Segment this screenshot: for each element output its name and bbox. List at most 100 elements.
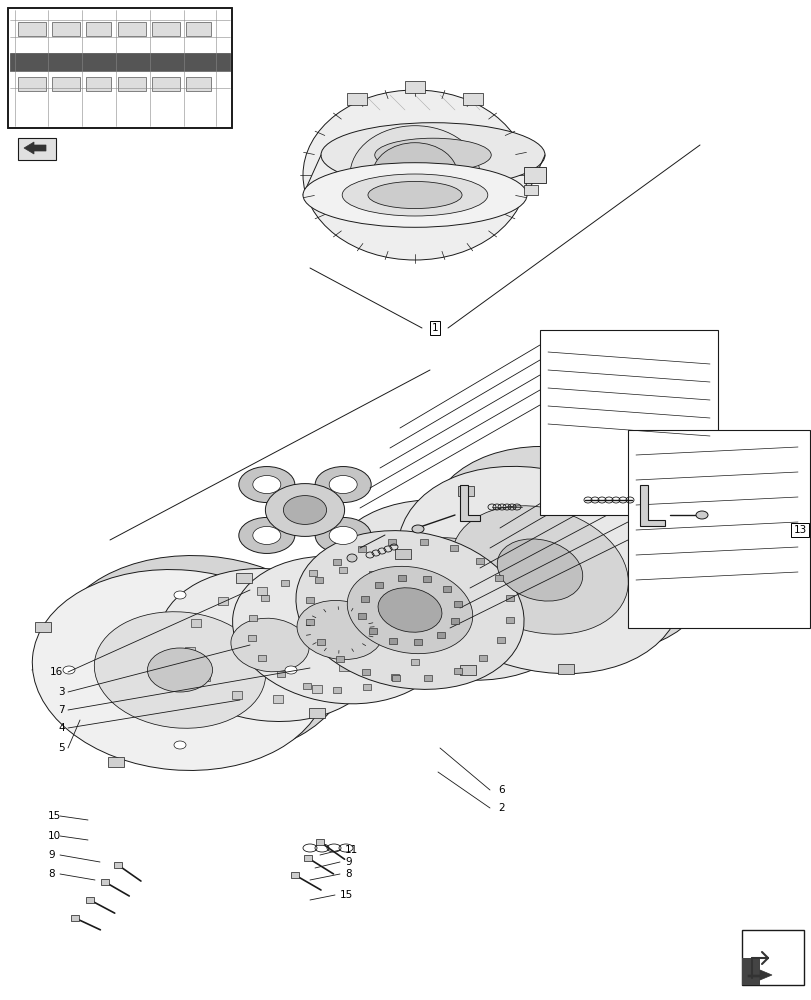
Bar [627, 430, 809, 628]
Text: 9: 9 [345, 857, 351, 867]
Text: 7: 7 [58, 705, 65, 715]
Bar [539, 330, 717, 515]
Ellipse shape [427, 446, 711, 654]
Ellipse shape [297, 600, 383, 660]
Bar [86, 897, 94, 903]
Ellipse shape [496, 539, 582, 601]
Bar [505, 595, 513, 601]
Ellipse shape [346, 554, 357, 562]
Bar [277, 671, 285, 677]
Ellipse shape [158, 569, 381, 721]
Bar [200, 673, 209, 681]
Ellipse shape [252, 526, 281, 544]
Text: 8: 8 [345, 869, 351, 879]
Ellipse shape [328, 476, 357, 494]
Bar [303, 855, 311, 861]
Polygon shape [460, 485, 479, 521]
Ellipse shape [326, 500, 583, 680]
Bar [345, 635, 354, 643]
Bar [676, 544, 693, 554]
Polygon shape [303, 155, 544, 195]
Bar [256, 587, 266, 595]
Ellipse shape [367, 181, 461, 209]
Bar [315, 577, 323, 583]
Ellipse shape [347, 566, 472, 654]
Bar [388, 539, 396, 545]
Bar [101, 879, 109, 885]
Bar [392, 675, 400, 681]
Bar [298, 591, 307, 599]
Bar [315, 839, 324, 845]
Bar [312, 685, 322, 693]
Ellipse shape [380, 538, 529, 642]
Ellipse shape [411, 525, 423, 533]
Text: 9: 9 [48, 850, 54, 860]
Ellipse shape [148, 648, 212, 692]
Bar [303, 683, 311, 689]
Bar [410, 659, 418, 665]
Bar [457, 486, 474, 496]
Polygon shape [639, 485, 664, 526]
Text: 5: 5 [58, 743, 65, 753]
Bar [152, 22, 180, 36]
Bar [338, 663, 348, 671]
Ellipse shape [303, 163, 526, 227]
Text: 8: 8 [48, 869, 54, 879]
Ellipse shape [238, 467, 294, 503]
Bar [476, 558, 483, 564]
Ellipse shape [285, 666, 297, 674]
Bar [281, 580, 289, 586]
Text: 6: 6 [497, 785, 504, 795]
Bar [523, 185, 538, 195]
Ellipse shape [230, 618, 309, 672]
Ellipse shape [252, 476, 281, 494]
Bar [152, 77, 180, 91]
Bar [217, 597, 227, 605]
Bar [558, 664, 573, 674]
Bar [369, 571, 377, 577]
Ellipse shape [63, 666, 75, 674]
Bar [443, 586, 450, 592]
Bar [52, 22, 80, 36]
Ellipse shape [315, 467, 371, 503]
Bar [249, 615, 257, 621]
Ellipse shape [375, 138, 491, 172]
Bar [257, 655, 265, 661]
Bar [643, 616, 659, 626]
Bar [306, 597, 313, 603]
Bar [389, 638, 397, 644]
Bar [358, 546, 366, 552]
Ellipse shape [265, 484, 344, 536]
Text: 11: 11 [345, 845, 358, 855]
Bar [556, 459, 571, 469]
Bar [360, 596, 368, 602]
Bar [450, 545, 457, 551]
Ellipse shape [232, 556, 447, 704]
Bar [71, 915, 79, 921]
Bar [273, 695, 283, 703]
Ellipse shape [174, 591, 186, 599]
Bar [422, 576, 430, 582]
Ellipse shape [695, 511, 707, 519]
Bar [505, 617, 513, 623]
Bar [397, 575, 406, 581]
Bar [308, 708, 324, 718]
Bar [86, 22, 111, 36]
Bar [390, 674, 398, 680]
Ellipse shape [315, 517, 371, 553]
Bar [114, 862, 122, 868]
Bar [333, 687, 341, 693]
Text: 4: 4 [58, 723, 65, 733]
Bar [414, 639, 422, 645]
Bar [451, 618, 459, 624]
Text: 1: 1 [431, 323, 438, 333]
Bar [10, 53, 230, 71]
Ellipse shape [94, 612, 265, 728]
Bar [423, 675, 431, 681]
Ellipse shape [32, 570, 328, 770]
Text: 13: 13 [792, 525, 805, 535]
Bar [86, 77, 111, 91]
Bar [495, 575, 503, 581]
Bar [478, 655, 487, 661]
Ellipse shape [238, 517, 294, 553]
